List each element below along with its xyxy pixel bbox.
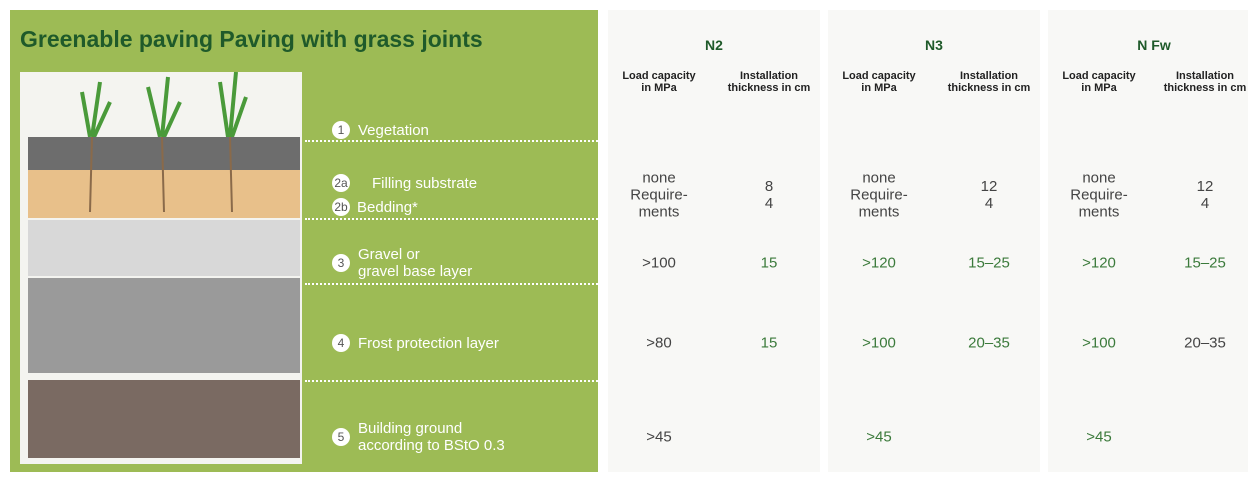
table-cell: 20–35 [1184, 334, 1226, 352]
table-cell: >120 [862, 254, 896, 272]
table-cell: 15–25 [968, 254, 1010, 272]
table-cell: >100 [1082, 334, 1116, 352]
table-cell: 15 [760, 254, 778, 272]
layer-number: 5 [332, 428, 350, 446]
table-cell: >80 [646, 334, 672, 352]
table-cell: 8 4 [764, 178, 774, 212]
layer-number: 2a [332, 174, 350, 192]
table-cell: 12 4 [980, 178, 998, 212]
column-bg [608, 10, 820, 472]
divider [305, 140, 605, 142]
layer-label: Vegetation [358, 121, 429, 139]
column-name: N3 [925, 37, 943, 53]
subcolumn-header: Load capacity in MPa [1062, 70, 1136, 94]
subcolumn-header: Installation thickness in cm [727, 70, 811, 94]
table-cell: >45 [646, 428, 672, 446]
soil-illustration [20, 72, 302, 464]
table-cell: >100 [642, 254, 676, 272]
table-cell: 12 4 [1196, 178, 1214, 212]
table-cell: 15–25 [1184, 254, 1226, 272]
divider [305, 218, 605, 220]
column-bg [1048, 10, 1248, 472]
table-cell: none Require- ments [630, 169, 688, 221]
layer-label: Building ground according to BStO 0.3 [358, 420, 505, 454]
layer-label: Filling substrate [372, 174, 478, 192]
layer-label: Frost protection layer [358, 334, 499, 352]
column-name: N Fw [1137, 37, 1171, 53]
divider [305, 380, 605, 382]
table-cell: >45 [1086, 428, 1112, 446]
table-cell: none Require- ments [850, 169, 908, 221]
subcolumn-header: Load capacity in MPa [622, 70, 696, 94]
table-cell: none Require- ments [1070, 169, 1128, 221]
subcolumn-header: Installation thickness in cm [1163, 70, 1247, 94]
table-cell: >120 [1082, 254, 1116, 272]
column-name: N2 [705, 37, 723, 53]
table-cell: 15 [760, 334, 778, 352]
layer-label: Gravel or gravel base layer [358, 246, 473, 280]
column-bg [828, 10, 1040, 472]
layer-number: 1 [332, 121, 350, 139]
table-cell: >100 [862, 334, 896, 352]
layer-number: 3 [332, 254, 350, 272]
layer-number: 4 [332, 334, 350, 352]
table-cell: 20–35 [968, 334, 1010, 352]
layer-label: Bedding* [357, 198, 418, 216]
subcolumn-header: Installation thickness in cm [947, 70, 1031, 94]
layer-number: 2b [332, 198, 350, 216]
title: Greenable paving Paving with grass joint… [20, 26, 483, 52]
table-cell: >45 [866, 428, 892, 446]
divider [305, 283, 605, 285]
subcolumn-header: Load capacity in MPa [842, 70, 916, 94]
